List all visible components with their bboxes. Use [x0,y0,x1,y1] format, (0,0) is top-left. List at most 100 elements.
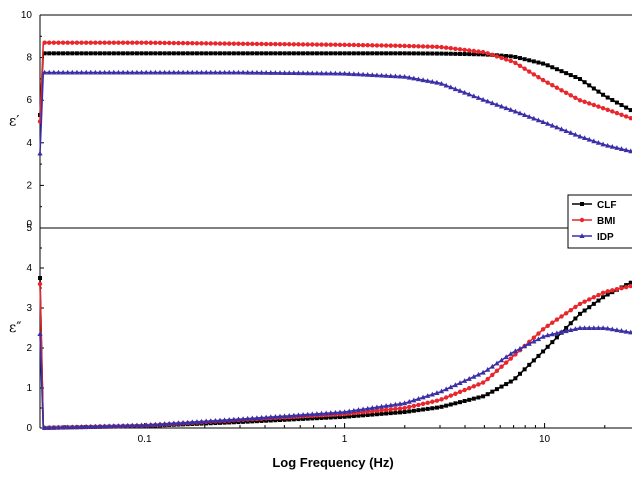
data-point [199,41,204,46]
data-point [517,63,523,69]
data-point [573,75,578,80]
data-point [181,51,186,56]
data-point [582,299,587,304]
data-point [439,404,444,409]
data-point [467,397,472,402]
data-point [485,392,490,397]
data-point [453,46,458,51]
data-point [425,44,430,49]
series-idp-bottom [37,325,632,430]
data-point [356,42,361,48]
data-point [568,321,573,326]
data-point [541,349,546,354]
data-point [494,101,500,107]
data-point [319,51,324,56]
data-point [545,332,551,338]
data-point [171,69,177,75]
data-point [471,396,476,401]
data-point [531,338,537,344]
data-point [536,331,541,336]
axes-layer: 0 2 4 6 8 10 ε′ 0 1 2 3 4 5 ε″ 0.1 1 10 [9,10,632,445]
data-point [535,117,542,123]
data-point [365,72,371,77]
data-point [379,51,384,56]
data-point [222,51,227,56]
data-point [277,70,283,75]
data-point [453,51,458,56]
data-point [402,400,408,406]
data-point [545,344,550,349]
data-point [374,51,379,56]
data-point [116,40,121,45]
data-point [347,42,352,48]
data-point [383,72,389,78]
data-point [143,40,149,45]
data-point [134,422,140,428]
data-point [305,70,311,76]
data-point [278,51,282,56]
data-point [222,417,228,423]
data-point [323,410,329,416]
data-point [309,70,315,76]
data-point [70,40,75,45]
data-point [143,69,149,75]
data-point [282,42,287,47]
data-point [438,80,445,86]
data-point [305,411,311,417]
data-point [434,398,440,403]
data-point [476,382,481,387]
data-point [614,110,620,116]
data-point [92,69,98,75]
data-point [258,69,265,75]
data-point [467,52,472,57]
data-point [189,69,195,75]
data-point [287,42,292,47]
data-point [287,51,292,56]
data-point [84,51,89,56]
data-point [78,424,85,429]
data-point [434,51,439,56]
data-point [360,406,366,412]
data-point [540,333,546,339]
data-point [370,43,375,48]
data-point [573,304,578,310]
data-point [596,104,601,109]
data-point [190,41,195,46]
data-point [610,109,615,114]
data-point [494,54,500,59]
data-point [217,69,223,75]
y-tick-label: 10 [21,10,33,21]
y-axis-label: ε″ [9,320,21,336]
data-point [102,51,107,56]
data-point [379,43,384,48]
data-point [351,407,357,413]
data-point [199,51,204,56]
data-point [591,301,596,306]
data-point [208,51,213,56]
data-point [300,42,306,47]
data-point [452,86,458,92]
data-point [582,325,588,330]
data-point [365,405,371,411]
data-point [116,51,121,56]
series-layer [37,40,632,431]
data-point [148,40,153,45]
data-point [296,42,301,47]
data-point [351,51,356,56]
data-point [383,403,389,408]
data-point [402,73,408,79]
data-point [245,69,251,75]
legend: CLF BMI IDP [567,194,632,249]
data-point [605,289,610,294]
data-point [212,69,218,75]
data-point [148,422,154,427]
data-point [476,49,481,54]
data-point [370,412,375,417]
data-point [388,51,393,56]
data-point [411,397,417,403]
data-point [203,41,209,46]
y-tick-label: 0 [26,423,32,434]
data-point [550,83,555,88]
data-point [120,69,126,75]
data-point [430,399,435,404]
